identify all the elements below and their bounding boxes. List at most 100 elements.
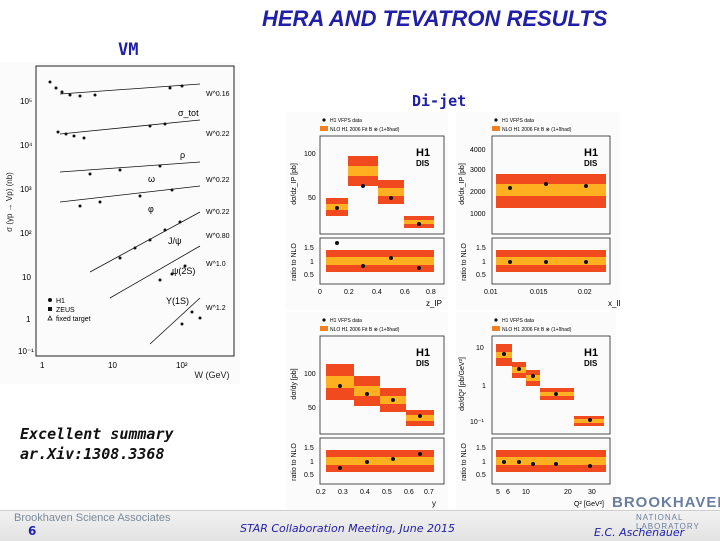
- badge-h1: H1: [416, 147, 430, 159]
- legend-data: H1 VFPS data: [330, 318, 362, 324]
- ratio-label: ratio to NLO: [461, 443, 468, 481]
- vm-x-tick: 10: [108, 361, 117, 370]
- panel-xtick: 0.6: [404, 489, 414, 496]
- badge-h1: H1: [416, 347, 430, 359]
- panel-xtick: 0.4: [372, 289, 382, 296]
- vm-x-tick: 10²: [176, 361, 188, 370]
- vm-curve-label: σ_tot: [178, 108, 199, 118]
- panel-xlabel: Q² [GeV²]: [574, 501, 604, 508]
- vm-legend-item: H1: [56, 298, 65, 305]
- panel-xtick: 6: [506, 489, 510, 496]
- vm-y-tick: 10³: [20, 185, 32, 194]
- ratio-tick: 0.5: [476, 272, 486, 279]
- panel-ytick: 100: [304, 151, 316, 158]
- legend-nlo: NLO H1 2006 Fit B ⊗ (1+δhad): [502, 327, 572, 333]
- vm-power-label: W^0.16: [206, 91, 230, 98]
- badge-h1: H1: [584, 147, 598, 159]
- panel-xtick: 0.8: [426, 289, 436, 296]
- legend-data: H1 VFPS data: [502, 318, 534, 324]
- ratio-tick: 1.5: [304, 445, 314, 452]
- vm-y-axis-label: σ (γp → Vp) (nb): [5, 172, 14, 232]
- panel-xtick: 0.6: [400, 289, 410, 296]
- ratio-tick: 1.5: [476, 245, 486, 252]
- ratio-tick: 0.5: [476, 472, 486, 479]
- panel-xlabel: x_IP: [608, 299, 620, 308]
- panel-xtick: 0.5: [382, 489, 392, 496]
- panel-ytick: 50: [308, 405, 316, 412]
- footer-organization: Brookhaven Science Associates: [14, 512, 171, 524]
- panel-ylabel: dσ/dy [pb]: [291, 368, 298, 399]
- panel-xtick: 0.01: [484, 289, 498, 296]
- badge-dis: DIS: [584, 359, 598, 368]
- vm-curve-label: ω: [148, 174, 155, 184]
- panel-xtick: 0.4: [360, 489, 370, 496]
- badge-dis: DIS: [416, 359, 430, 368]
- vm-y-tick: 10⁻¹: [18, 347, 34, 356]
- ratio-tick: 0.5: [304, 472, 314, 479]
- panel-xtick: 0.02: [578, 289, 592, 296]
- dijet-label: Di-jet: [412, 92, 467, 110]
- ratio-tick: 1: [310, 259, 314, 266]
- panel-xtick: 0: [318, 289, 322, 296]
- panel-ytick: 100: [304, 371, 316, 378]
- badge-dis: DIS: [416, 159, 430, 168]
- brookhaven-logo-subtext: NATIONAL LABORATORY: [636, 513, 700, 531]
- vm-y-tick: 1: [26, 315, 31, 324]
- badge-h1: H1: [584, 347, 598, 359]
- panel-xlabel: z_IP: [426, 299, 442, 308]
- vm-x-tick: 1: [40, 361, 45, 370]
- vm-y-tick: 10²: [20, 229, 32, 238]
- vm-cross-section-plot: σ (γp → Vp) (nb) W (GeV) 10⁵ 10⁴ 10³ 10²…: [0, 62, 240, 384]
- vm-curve-label: ρ: [180, 150, 185, 160]
- ratio-label: ratio to NLO: [291, 243, 298, 281]
- vm-curve-label: φ: [148, 204, 154, 214]
- vm-power-label: W^0.22: [206, 209, 230, 216]
- panel-xtick: 5: [496, 489, 500, 496]
- dijet-panel-zip: H1 VFPS data NLO H1 2006 Fit B ⊗ (1+δhad…: [286, 112, 448, 310]
- vm-power-label: W^0.22: [206, 131, 230, 138]
- dijet-panel-y: H1 VFPS data NLO H1 2006 Fit B ⊗ (1+δhad…: [286, 312, 448, 510]
- panel-xlabel: y: [432, 499, 436, 508]
- vm-y-tick: 10⁵: [20, 97, 32, 106]
- footer-meeting: STAR Collaboration Meeting, June 2015: [240, 522, 455, 535]
- panel-xtick: 10: [522, 489, 530, 496]
- panel-xtick: 0.7: [424, 489, 434, 496]
- vm-power-label: W^0.80: [206, 233, 230, 240]
- panel-xtick: 0.015: [530, 289, 548, 296]
- vm-legend-item: ZEUS: [56, 307, 75, 314]
- panel-ytick: 10: [476, 345, 484, 352]
- footer-author: E.C. Aschenauer: [594, 526, 685, 539]
- panel-ytick: 10⁻¹: [470, 419, 484, 426]
- slide-title: HERA AND TEVATRON RESULTS: [262, 6, 608, 31]
- panel-ytick: 4000: [470, 147, 486, 154]
- badge-dis: DIS: [584, 159, 598, 168]
- vm-curve-label: J/ψ: [168, 236, 181, 246]
- summary-line: Excellent summary: [20, 425, 174, 443]
- legend-nlo: NLO H1 2006 Fit B ⊗ (1+δhad): [502, 127, 572, 133]
- ratio-label: ratio to NLO: [291, 443, 298, 481]
- panel-xtick: 0.3: [338, 489, 348, 496]
- legend-nlo: NLO H1 2006 Fit B ⊗ (1+δhad): [330, 127, 400, 133]
- panel-xtick: 0.2: [344, 289, 354, 296]
- panel-xtick: 0.2: [316, 489, 326, 496]
- summary-note: Excellent summary ar.Xiv:1308.3368: [20, 424, 174, 464]
- ratio-tick: 0.5: [304, 272, 314, 279]
- vm-power-label: W^1.0: [206, 261, 226, 268]
- brookhaven-logo: BROOKHAVEN: [612, 494, 720, 511]
- dijet-panel-xip: H1 VFPS data NLO H1 2006 Fit B ⊗ (1+δhad…: [456, 112, 620, 310]
- legend-data: H1 VFPS data: [330, 118, 362, 124]
- vm-curve-label: Υ(1S): [166, 296, 189, 306]
- panel-ylabel: dσ/dQ² [pb/GeV²]: [459, 357, 466, 411]
- dijet-panel-q2: H1 VFPS data NLO H1 2006 Fit B ⊗ (1+δhad…: [456, 312, 616, 510]
- panel-ytick: 2000: [470, 189, 486, 196]
- ratio-tick: 1: [482, 459, 486, 466]
- legend-data: H1 VFPS data: [502, 118, 534, 124]
- vm-y-tick: 10⁴: [20, 141, 33, 150]
- ratio-tick: 1.5: [476, 445, 486, 452]
- ratio-tick: 1.5: [304, 245, 314, 252]
- nlo-bands: [326, 156, 434, 228]
- panel-ytick: 3000: [470, 167, 486, 174]
- footer-bar: [0, 510, 720, 541]
- panel-ylabel: dσ/dx_IP [pb]: [459, 163, 466, 205]
- page-number: 6: [28, 524, 37, 538]
